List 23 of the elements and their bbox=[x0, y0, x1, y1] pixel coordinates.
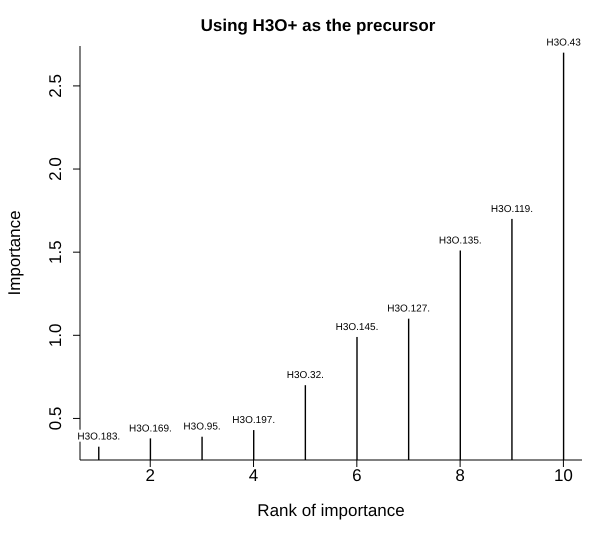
x-tick-label: 10 bbox=[554, 466, 573, 486]
data-label: H3O.32. bbox=[286, 370, 324, 382]
x-axis-title: Rank of importance bbox=[257, 501, 405, 520]
data-label: H3O.95. bbox=[183, 422, 221, 433]
y-tick-label: 1.5 bbox=[46, 240, 65, 264]
chart-title: Using H3O+ as the precursor bbox=[200, 16, 436, 36]
y-tick-label: 2.0 bbox=[46, 157, 65, 181]
data-label: H3O.43 bbox=[546, 38, 582, 49]
data-label: H3O.183. bbox=[77, 432, 120, 443]
data-label: H3O.119. bbox=[490, 204, 533, 215]
data-label: H3O.197. bbox=[232, 415, 276, 426]
data-label: H3O.145. bbox=[336, 322, 378, 333]
data-label: H3O.169. bbox=[129, 423, 172, 434]
x-tick-label: 6 bbox=[352, 466, 362, 486]
x-tick-label: 2 bbox=[146, 466, 155, 486]
y-tick-label: 0.5 bbox=[46, 406, 65, 430]
y-tick-label: 2.5 bbox=[46, 74, 65, 98]
y-tick-label: 1.0 bbox=[46, 323, 65, 348]
data-label: H3O.135. bbox=[438, 236, 482, 247]
x-tick-label: 4 bbox=[248, 466, 258, 486]
data-label: H3O.127. bbox=[387, 304, 430, 315]
x-tick-label: 8 bbox=[455, 466, 465, 486]
y-axis-title: Importance bbox=[5, 210, 24, 296]
